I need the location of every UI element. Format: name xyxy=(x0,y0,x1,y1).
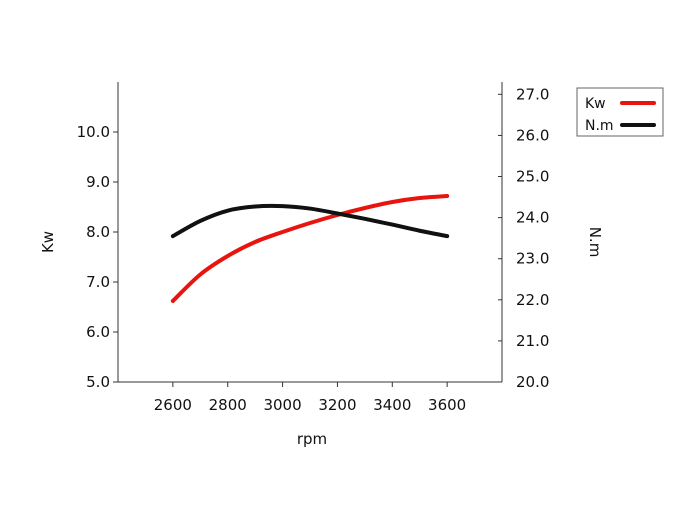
y2-tick-label: 27.0 xyxy=(516,85,549,103)
y-axis-title: Kw xyxy=(39,231,57,253)
y-tick-label: 5.0 xyxy=(86,373,110,391)
x-tick-label: 3200 xyxy=(318,396,356,414)
y2-tick-label: 23.0 xyxy=(516,250,549,268)
y-tick-label: 8.0 xyxy=(86,223,110,241)
y-tick-label: 9.0 xyxy=(86,173,110,191)
legend-label: N.m xyxy=(585,118,614,134)
y2-tick-label: 25.0 xyxy=(516,168,549,186)
y2-axis-title: N.m xyxy=(586,227,604,258)
legend: Kw N.m xyxy=(576,87,664,137)
series-line-n-m xyxy=(170,203,450,239)
y2-tick-label: 26.0 xyxy=(516,126,549,144)
x-axis-title: rpm xyxy=(297,430,327,448)
legend-box xyxy=(576,87,664,137)
x-tick-label: 2800 xyxy=(209,396,247,414)
x-tick-label: 2600 xyxy=(154,396,192,414)
x-tick-label: 3600 xyxy=(428,396,466,414)
y-tick-label: 7.0 xyxy=(86,273,110,291)
x-tick-label: 3000 xyxy=(263,396,301,414)
y2-tick-label: 21.0 xyxy=(516,332,549,350)
series-line-kw xyxy=(170,194,450,303)
y-tick-label: 10.0 xyxy=(77,123,110,141)
x-tick-label: 3400 xyxy=(373,396,411,414)
y-tick-label: 6.0 xyxy=(86,323,110,341)
y2-tick-label: 22.0 xyxy=(516,291,549,309)
y2-tick-label: 24.0 xyxy=(516,209,549,227)
y2-tick-label: 20.0 xyxy=(516,373,549,391)
legend-label: Kw xyxy=(585,96,606,112)
